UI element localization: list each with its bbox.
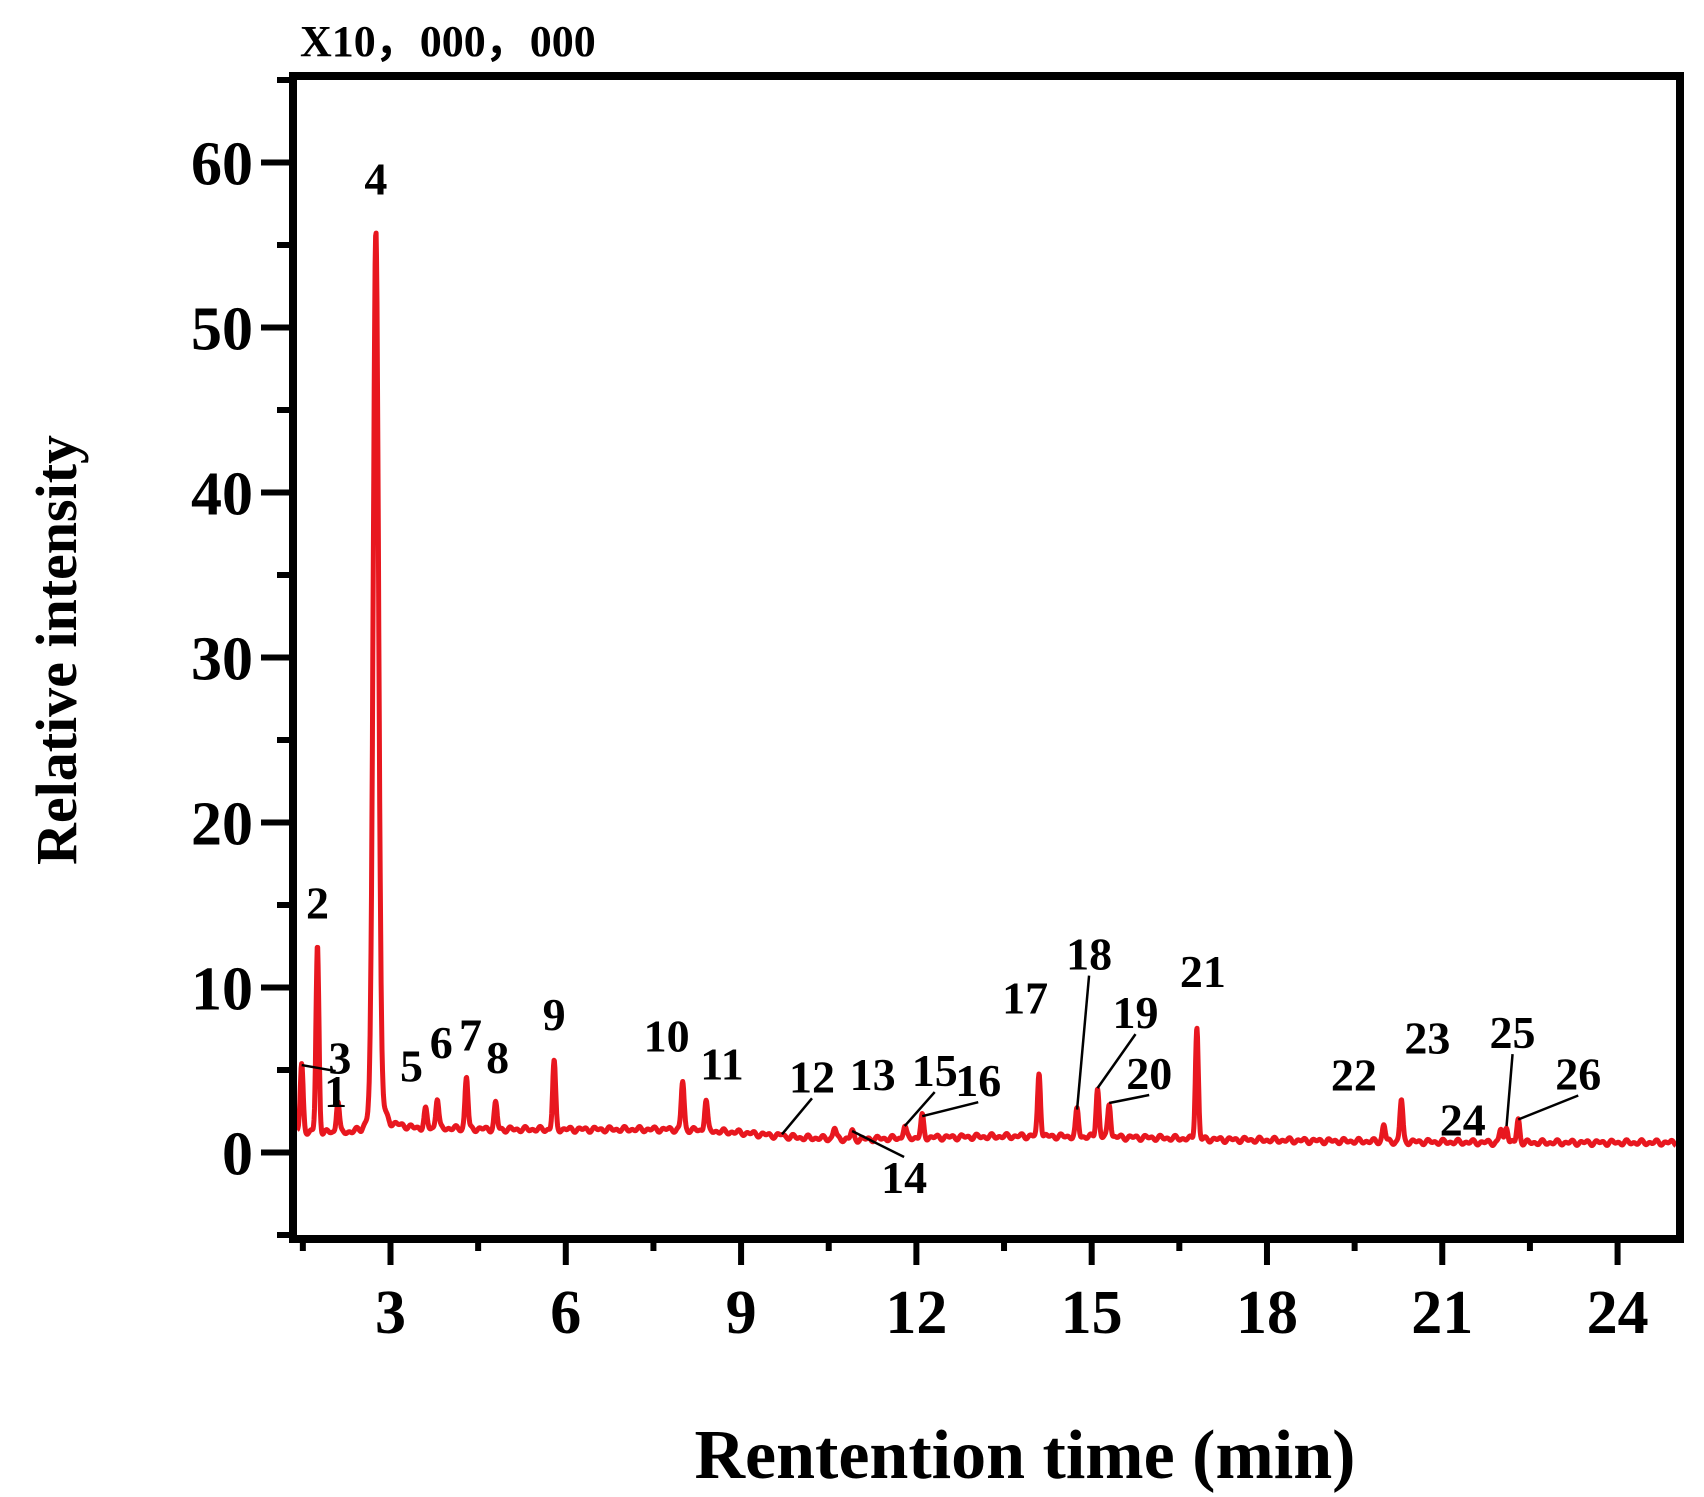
y-tick-label: 40 xyxy=(191,461,253,529)
plot-area xyxy=(295,230,1678,1149)
x-tick-label: 9 xyxy=(726,1279,757,1347)
peak-label: 17 xyxy=(1002,972,1048,1023)
x-tick-label: 12 xyxy=(885,1279,947,1347)
peak-leader-line xyxy=(781,1097,813,1136)
peak-label: 15 xyxy=(912,1045,958,1096)
peak-leader-line xyxy=(851,1129,905,1159)
peak-leader-line xyxy=(301,1063,336,1073)
peak-label: 21 xyxy=(1180,946,1226,997)
peak-label: 6 xyxy=(430,1017,453,1068)
y-tick-label: 0 xyxy=(222,1121,253,1189)
x-tick-label: 15 xyxy=(1061,1279,1123,1347)
y-tick-label: 30 xyxy=(191,626,253,694)
peak-label: 26 xyxy=(1555,1049,1601,1100)
peak-label: 18 xyxy=(1066,929,1112,980)
peak-leader-line xyxy=(1075,975,1091,1110)
peak-label: 1 xyxy=(324,1066,347,1117)
x-tick-label: 3 xyxy=(375,1279,406,1347)
x-tick-label: 24 xyxy=(1587,1279,1649,1347)
peak-label: 10 xyxy=(644,1011,690,1062)
peak-label: 7 xyxy=(459,1010,482,1061)
peak-label: 20 xyxy=(1126,1048,1172,1099)
peak-leader-line xyxy=(1505,1053,1514,1127)
peak-label: 13 xyxy=(850,1049,896,1100)
x-tick-label: 18 xyxy=(1236,1279,1298,1347)
peak-label: 8 xyxy=(486,1032,509,1083)
x-tick-label: 6 xyxy=(550,1279,581,1347)
x-tick-label: 21 xyxy=(1411,1279,1473,1347)
peak-label: 24 xyxy=(1440,1094,1486,1145)
plot-frame xyxy=(289,72,1684,1243)
intensity-scale-label: X10，000，000 xyxy=(300,17,596,66)
peak-label: 2 xyxy=(306,877,329,928)
peak-leader-line xyxy=(903,1091,936,1127)
peak-label: 25 xyxy=(1490,1007,1536,1058)
peak-label: 4 xyxy=(364,154,387,205)
peak-label: 16 xyxy=(955,1055,1001,1106)
x-axis-title: Rentention time (min) xyxy=(694,1417,1355,1494)
chromatogram-trace xyxy=(295,230,1678,1149)
peak-leader-line xyxy=(921,1100,979,1118)
peak-label: 11 xyxy=(700,1039,743,1090)
peak-leader-line xyxy=(1096,1033,1137,1089)
y-tick-label: 20 xyxy=(191,791,253,859)
peak-label: 9 xyxy=(543,989,566,1040)
peak-label: 22 xyxy=(1331,1049,1377,1100)
y-tick-label: 50 xyxy=(191,296,253,364)
y-axis-title: Relative intensity xyxy=(24,435,89,865)
peak-leader-line xyxy=(1108,1093,1150,1105)
peak-label: 23 xyxy=(1404,1013,1450,1064)
peak-label: 3 xyxy=(328,1033,351,1084)
peak-label: 19 xyxy=(1113,987,1159,1038)
peak-label: 5 xyxy=(400,1041,423,1092)
peak-label: 14 xyxy=(881,1152,927,1203)
y-tick-label: 60 xyxy=(191,131,253,199)
peak-leader-line xyxy=(1517,1094,1579,1121)
y-tick-label: 10 xyxy=(191,956,253,1024)
peak-label: 12 xyxy=(789,1051,835,1102)
